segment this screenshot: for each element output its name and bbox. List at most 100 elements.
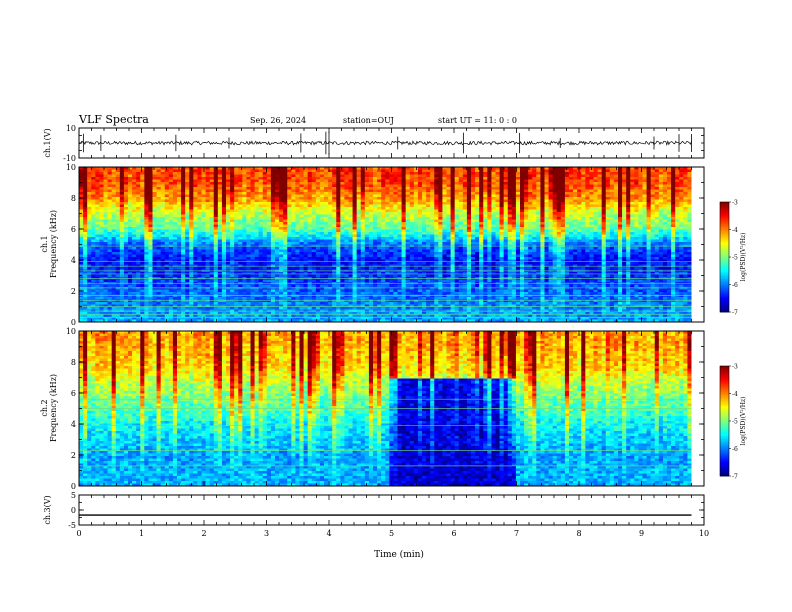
spectrogram-cell [156, 169, 162, 173]
spectrogram-cell [413, 184, 419, 188]
spectrogram-cell [479, 207, 484, 210]
spectrogram-cell [654, 194, 660, 198]
spectrogram-cell [585, 217, 590, 220]
spectrogram-cell [532, 224, 537, 228]
spectrogram-cell [140, 247, 145, 250]
spectrogram-cell [601, 212, 607, 215]
spectrogram-cell [197, 187, 202, 190]
spectrogram-cell [495, 179, 500, 183]
spectrogram-cell [560, 169, 566, 173]
spectrogram-cell [91, 247, 96, 250]
spectrogram-cell [319, 224, 325, 228]
spectrogram-cell [344, 239, 349, 243]
spectrogram-cell [181, 179, 186, 183]
spectrogram-cell [462, 227, 468, 230]
spectrogram-cell [560, 167, 566, 170]
spectrogram-cell [622, 209, 627, 213]
spectrogram-cell [515, 182, 521, 185]
spectrogram-cell [148, 222, 153, 225]
spectrogram-cell [377, 227, 382, 230]
spectrogram-cell [250, 194, 255, 198]
spectrogram-cell [573, 187, 578, 190]
spectrogram-cell [156, 204, 162, 208]
spectrogram-cell [209, 247, 215, 250]
spectrogram-cell [520, 224, 525, 228]
spectrogram-cell [140, 167, 145, 170]
spectrogram-cell [650, 212, 656, 215]
spectrogram-cell [352, 194, 358, 198]
spectrogram-cell [356, 199, 362, 203]
spectrogram-cell [103, 197, 108, 200]
spectrogram-cell [368, 177, 374, 180]
spectrogram-cell [511, 182, 517, 185]
spectrogram-cell [405, 222, 411, 225]
spectrogram-cell [520, 239, 525, 243]
spectrogram-cell [364, 212, 370, 215]
spectrogram-cell [356, 242, 362, 245]
spectrogram-cell [401, 229, 407, 233]
spectrogram-cell [189, 182, 194, 185]
spectrogram-cell [593, 177, 598, 180]
spectrogram-cell [658, 194, 664, 198]
spectrogram-cell [524, 234, 529, 238]
spectrogram-cell [377, 224, 382, 228]
spectrogram-cell [242, 187, 247, 190]
spectrogram-cell [254, 219, 260, 223]
spectrogram-cell [679, 227, 684, 230]
spectrogram-cell [336, 214, 341, 218]
spectrogram-cell [377, 212, 382, 215]
spectrogram-cell [430, 184, 435, 188]
spectrogram-cell [675, 217, 680, 220]
spectrogram-cell [152, 177, 157, 180]
spectrogram-cell [671, 222, 676, 225]
spectrogram-cell [556, 217, 562, 220]
spectrogram-cell [160, 204, 166, 208]
spectrogram-cell [393, 229, 398, 233]
spectrogram-cell [266, 189, 272, 193]
spectrogram-cell [221, 232, 227, 235]
spectrogram-cell [103, 222, 108, 225]
spectrogram-cell [638, 209, 643, 213]
spectrogram-cell [246, 184, 251, 188]
spectrogram-cell [532, 207, 537, 210]
spectrogram-cell [360, 217, 366, 220]
spectrogram-cell [466, 214, 472, 218]
spectrogram-cell [279, 209, 284, 213]
spectrogram-cell [348, 177, 353, 180]
spectrogram-cell [471, 234, 476, 238]
spectrogram-cell [577, 217, 582, 220]
spectrogram-cell [123, 182, 129, 185]
spectrogram-cell [250, 199, 255, 203]
spectrogram-cell [315, 209, 321, 213]
spectrogram-cell [540, 184, 545, 188]
spectrogram-cell [307, 169, 313, 173]
spectrogram-cell [430, 182, 435, 185]
spectrogram-cell [254, 172, 260, 175]
spectrogram-cell [107, 224, 113, 228]
spectrogram-cell [307, 217, 313, 220]
spectrogram-cell [475, 204, 480, 208]
spectrogram-cell [311, 194, 317, 198]
spectrogram-cell [295, 209, 300, 213]
spectrogram-cell [324, 237, 329, 240]
spectrogram-cell [299, 224, 304, 228]
spectrogram-cell [548, 199, 554, 203]
spectrogram-cell [324, 179, 329, 183]
spectrogram-cell [368, 237, 374, 240]
spectrogram-cell [111, 214, 117, 218]
spectrogram-cell [479, 179, 484, 183]
spectrogram-cell [348, 222, 353, 225]
spectrogram-cell [630, 184, 635, 188]
spectrogram-cell [181, 202, 186, 205]
spectrogram-cell [646, 204, 652, 208]
spectrogram-cell [79, 229, 84, 233]
spectrogram-cell [442, 239, 447, 243]
spectrogram-cell [413, 227, 419, 230]
spectrogram-cell [671, 242, 676, 245]
spectrogram-cell [340, 222, 345, 225]
spectrogram-cell [250, 167, 255, 170]
spectrogram-cell [242, 242, 247, 245]
spectrogram-cell [99, 179, 104, 183]
spectrogram-cell [658, 184, 664, 188]
spectrogram-cell [532, 172, 537, 175]
